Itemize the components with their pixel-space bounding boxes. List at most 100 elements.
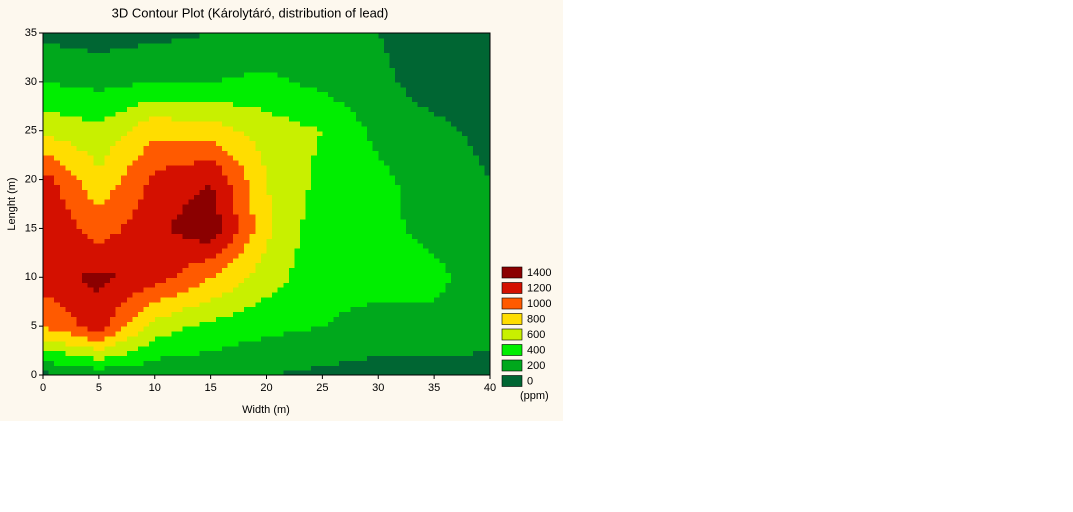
contour-cell bbox=[288, 321, 296, 327]
contour-cell bbox=[232, 267, 240, 273]
contour-cell bbox=[355, 267, 363, 273]
contour-cell bbox=[383, 306, 391, 313]
contour-cell bbox=[82, 52, 89, 59]
contour-cell bbox=[115, 218, 122, 225]
contour-cell bbox=[188, 86, 195, 93]
contour-cell bbox=[143, 257, 150, 264]
contour-cell bbox=[121, 101, 128, 107]
contour-cell bbox=[160, 213, 167, 220]
contour-cell bbox=[205, 345, 212, 352]
contour-cell bbox=[389, 174, 396, 181]
contour-cell bbox=[327, 321, 335, 327]
contour-cell bbox=[149, 287, 156, 293]
contour-cell bbox=[177, 316, 184, 322]
contour-cell bbox=[238, 331, 245, 337]
contour-cell bbox=[478, 365, 486, 371]
contour-cell bbox=[104, 247, 111, 254]
contour-cell bbox=[104, 238, 111, 244]
contour-cell bbox=[428, 145, 435, 151]
contour-cell bbox=[283, 306, 290, 313]
contour-cell bbox=[456, 218, 463, 225]
contour-cell bbox=[277, 204, 284, 210]
contour-cell bbox=[104, 350, 111, 357]
contour-cell bbox=[115, 184, 122, 190]
contour-cell bbox=[238, 233, 245, 239]
contour-cell bbox=[260, 86, 268, 93]
contour-cell bbox=[467, 213, 474, 220]
contour-cell bbox=[305, 164, 312, 171]
contour-cell bbox=[288, 291, 296, 298]
contour-cell bbox=[93, 106, 100, 112]
contour-cell bbox=[171, 252, 178, 259]
contour-cell bbox=[177, 155, 184, 161]
contour-cell bbox=[378, 238, 385, 244]
contour-cell bbox=[372, 272, 379, 278]
contour-cell bbox=[462, 208, 469, 215]
contour-cell bbox=[232, 238, 240, 244]
contour-cell bbox=[467, 262, 474, 269]
contour-cell bbox=[227, 316, 234, 322]
contour-cell bbox=[255, 272, 262, 278]
contour-cell bbox=[294, 228, 301, 234]
contour-cell bbox=[484, 243, 491, 249]
contour-cell bbox=[137, 355, 145, 361]
contour-cell bbox=[322, 169, 329, 176]
contour-cell bbox=[76, 355, 83, 361]
contour-cell bbox=[434, 340, 441, 347]
contour-cell bbox=[473, 194, 480, 200]
contour-cell bbox=[305, 111, 312, 117]
contour-cell bbox=[165, 150, 173, 156]
contour-cell bbox=[355, 81, 363, 88]
contour-cell bbox=[110, 33, 117, 39]
contour-cell bbox=[221, 179, 228, 186]
contour-cell bbox=[48, 365, 55, 371]
contour-cell bbox=[132, 42, 139, 49]
contour-cell bbox=[193, 301, 201, 308]
contour-cell bbox=[121, 331, 128, 337]
contour-cell bbox=[76, 125, 83, 132]
contour-cell bbox=[188, 116, 195, 122]
contour-cell bbox=[355, 306, 363, 313]
contour-cell bbox=[249, 179, 256, 186]
contour-cell bbox=[484, 360, 491, 366]
contour-cell bbox=[339, 145, 346, 151]
contour-cell bbox=[177, 125, 184, 132]
contour-cell bbox=[216, 340, 223, 347]
contour-cell bbox=[339, 257, 346, 264]
contour-cell bbox=[339, 150, 346, 156]
contour-cell bbox=[160, 184, 167, 190]
contour-cell bbox=[232, 291, 240, 298]
contour-cell bbox=[272, 335, 279, 342]
contour-cell bbox=[395, 360, 402, 366]
contour-cell bbox=[121, 174, 128, 181]
contour-cell bbox=[149, 311, 156, 317]
contour-cell bbox=[305, 91, 312, 98]
contour-cell bbox=[316, 291, 323, 298]
contour-cell bbox=[143, 243, 150, 249]
contour-cell bbox=[339, 218, 346, 225]
contour-cell bbox=[221, 116, 228, 122]
contour-cell bbox=[232, 287, 240, 293]
contour-cell bbox=[467, 111, 474, 117]
contour-cell bbox=[439, 218, 446, 225]
contour-cell bbox=[311, 174, 318, 181]
contour-cell bbox=[462, 257, 469, 264]
contour-cell bbox=[126, 355, 133, 361]
contour-cell bbox=[244, 355, 251, 361]
contour-cell bbox=[160, 360, 167, 366]
contour-cell bbox=[137, 340, 145, 347]
contour-cell bbox=[188, 150, 195, 156]
contour-cell bbox=[383, 125, 391, 132]
contour-cell bbox=[221, 238, 228, 244]
contour-cell bbox=[137, 272, 145, 278]
contour-cell bbox=[272, 96, 279, 102]
contour-cell bbox=[255, 247, 262, 254]
contour-cell bbox=[272, 247, 279, 254]
contour-cell bbox=[473, 189, 480, 195]
contour-cell bbox=[288, 86, 296, 93]
contour-cell bbox=[350, 301, 357, 308]
contour-cell bbox=[137, 243, 145, 249]
contour-cell bbox=[411, 262, 418, 269]
contour-cell bbox=[82, 184, 89, 190]
contour-cell bbox=[300, 282, 307, 288]
